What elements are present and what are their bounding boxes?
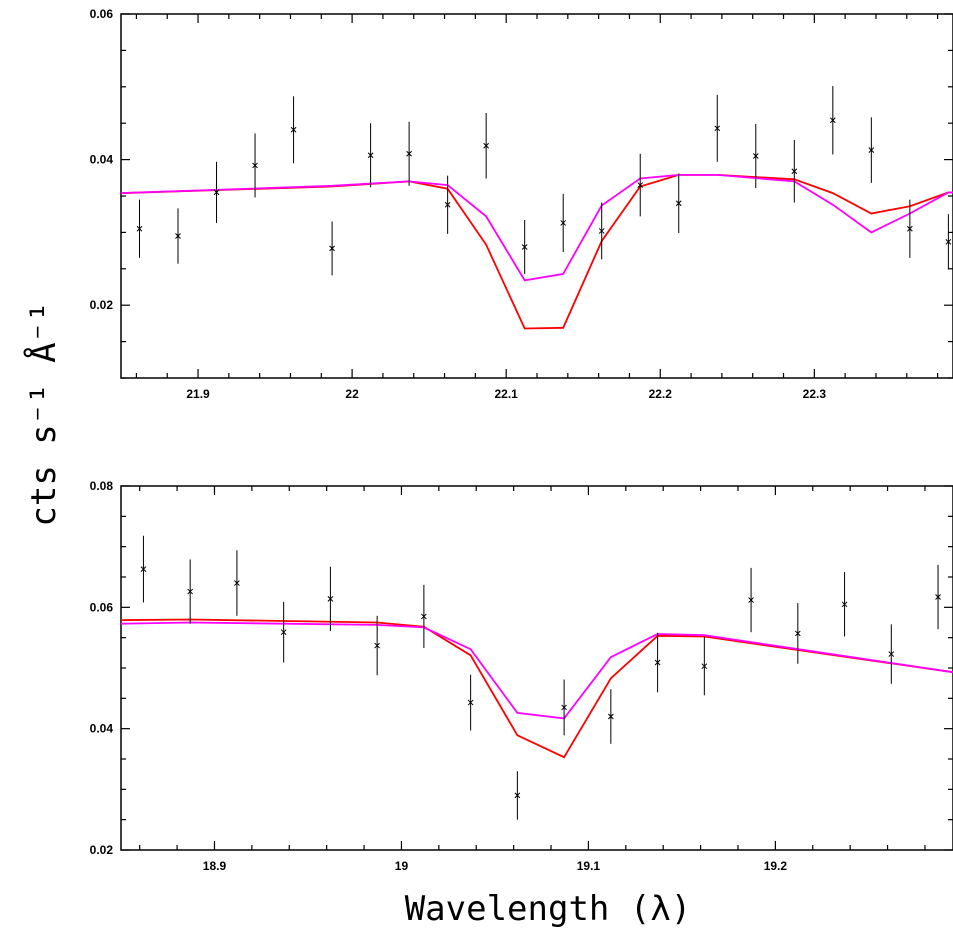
y-tick-label: 0.06 bbox=[90, 600, 114, 614]
data-point-marker bbox=[935, 594, 941, 600]
y-tick-label: 0.02 bbox=[90, 298, 114, 312]
bottom-panel: 18.9 19 19.1 19.2 0.02 0.04 0.06 0.08 bbox=[90, 479, 953, 873]
y-axis-title: cts s⁻¹ Å⁻¹ bbox=[23, 301, 64, 526]
model-line-magenta bbox=[121, 621, 953, 720]
y-tick-label: 0.02 bbox=[90, 843, 114, 857]
data-point-marker bbox=[868, 147, 875, 153]
data-point-marker bbox=[598, 228, 605, 234]
top-panel: 21.9 22 22.1 22.2 22.3 0.02 0.04 0.06 bbox=[90, 7, 953, 401]
data-point-marker bbox=[829, 117, 836, 124]
data-point-marker bbox=[637, 182, 644, 188]
data-point-marker bbox=[280, 629, 287, 636]
data-point-marker bbox=[136, 225, 143, 232]
x-tick-label: 22.1 bbox=[495, 387, 519, 401]
data-point-marker bbox=[841, 601, 848, 608]
x-axis-title: Wavelength (λ) bbox=[405, 889, 692, 929]
data-point-marker bbox=[290, 126, 297, 133]
data-point-marker bbox=[654, 659, 661, 666]
data-point-marker bbox=[252, 162, 258, 169]
data-point-marker bbox=[521, 244, 528, 250]
data-point-marker bbox=[701, 663, 708, 670]
y-tick-label: 0.08 bbox=[90, 479, 114, 493]
data-point-marker bbox=[794, 630, 801, 637]
data-point-marker bbox=[175, 233, 181, 239]
data-point-marker bbox=[483, 142, 490, 149]
plot-frame bbox=[120, 485, 953, 851]
data-point-marker bbox=[467, 699, 474, 706]
data-point-marker bbox=[234, 580, 240, 586]
data-point-marker bbox=[187, 588, 194, 595]
y-tick-label: 0.04 bbox=[90, 722, 114, 736]
data-point-marker bbox=[367, 152, 374, 159]
x-tick-label: 21.9 bbox=[186, 387, 210, 401]
plot-area bbox=[121, 535, 953, 820]
x-tick-label: 22 bbox=[345, 387, 359, 401]
x-tick-label: 19 bbox=[395, 859, 409, 873]
plot-frame bbox=[120, 13, 953, 379]
x-tick-label: 19.2 bbox=[764, 859, 788, 873]
model-line-red bbox=[121, 173, 953, 330]
x-tick-label: 18.9 bbox=[203, 859, 227, 873]
plot-area bbox=[121, 86, 953, 330]
x-tick-label: 22.2 bbox=[649, 387, 673, 401]
data-point-marker bbox=[888, 651, 895, 657]
data-point-marker bbox=[675, 200, 682, 207]
data-point-marker bbox=[560, 220, 567, 226]
data-point-marker bbox=[421, 613, 427, 620]
x-tick-label: 22.3 bbox=[803, 387, 827, 401]
data-point-marker bbox=[752, 153, 759, 159]
data-point-marker bbox=[374, 642, 380, 649]
y-tick-label: 0.04 bbox=[90, 153, 114, 167]
y-tick-label: 0.06 bbox=[90, 7, 114, 21]
data-point-marker bbox=[714, 125, 721, 132]
data-point-marker bbox=[327, 595, 334, 602]
data-point-marker bbox=[329, 245, 335, 252]
data-point-marker bbox=[444, 201, 451, 208]
model-line-red bbox=[121, 618, 953, 759]
data-point-marker bbox=[406, 150, 412, 157]
data-point-marker bbox=[213, 189, 220, 196]
data-point-marker bbox=[607, 713, 614, 720]
data-point-marker bbox=[945, 239, 952, 245]
data-point-marker bbox=[140, 566, 147, 572]
data-point-marker bbox=[561, 704, 567, 711]
data-point-marker bbox=[907, 225, 913, 232]
data-point-marker bbox=[514, 792, 521, 799]
data-point-marker bbox=[791, 168, 798, 175]
data-point-marker bbox=[748, 597, 754, 603]
x-tick-label: 19.1 bbox=[577, 859, 601, 873]
